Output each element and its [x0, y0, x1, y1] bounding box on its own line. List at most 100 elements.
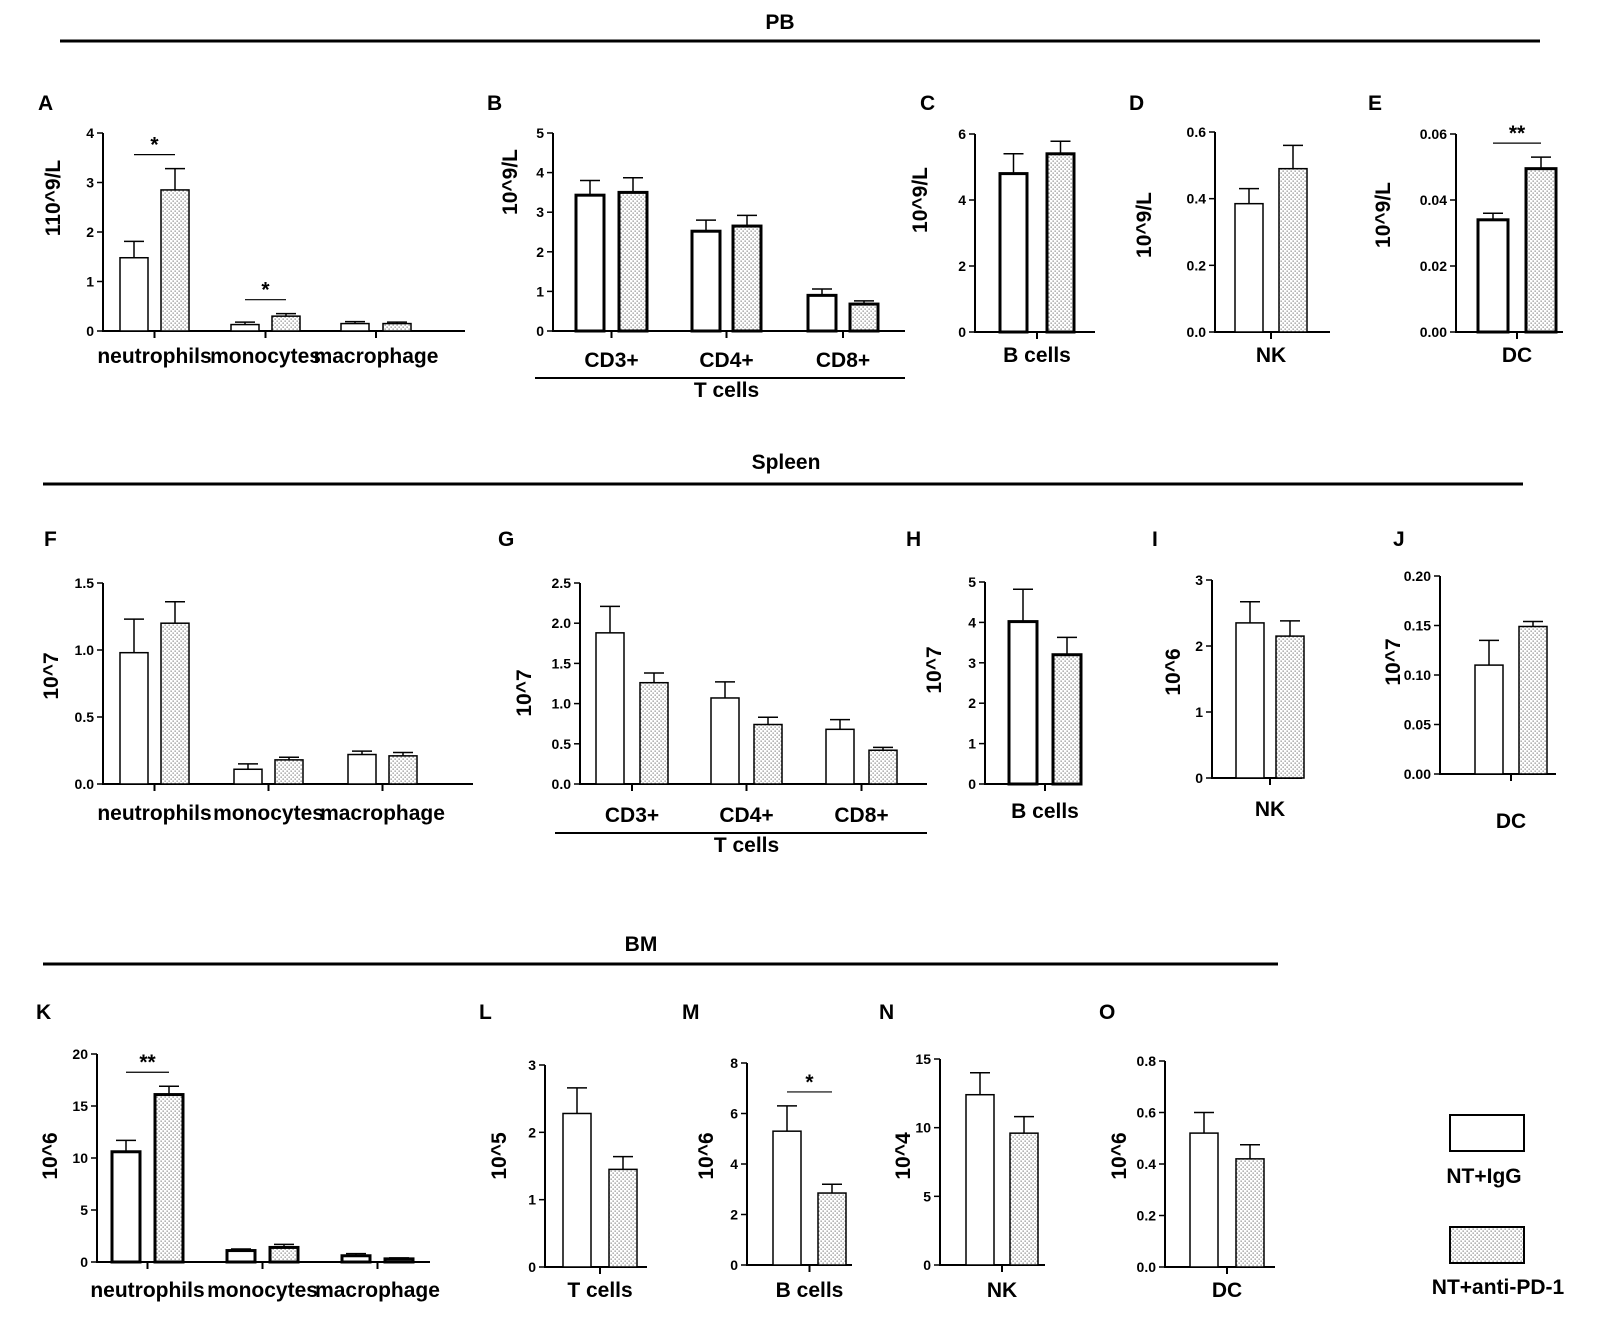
y-tick-label: 2 — [536, 244, 544, 260]
significance-marker: * — [261, 279, 270, 302]
y-tick-label: 0.0 — [1137, 1259, 1157, 1275]
y-tick-label: 0 — [86, 323, 94, 339]
y-tick-label: 0.00 — [1404, 766, 1431, 782]
bar-nt-anti-pd1 — [617, 190, 649, 333]
y-tick-label: 6 — [958, 126, 966, 142]
category-label: CD3+ — [605, 804, 659, 827]
panel-n: N 10^4 0 5 10 15 NK — [879, 1001, 1045, 1302]
legend: NT+IgG NT+anti-PD-1 — [1432, 1114, 1565, 1299]
bar-nt-igg — [225, 1249, 257, 1264]
y-axis-label: 10^4 — [892, 1132, 915, 1180]
panel-i: I 10^6 0 1 2 3 NK — [1152, 528, 1305, 821]
section-title-spleen: Spleen — [752, 451, 821, 474]
y-tick-label: 4 — [968, 614, 976, 630]
bar-nt-igg — [119, 651, 149, 785]
y-tick-label: 0 — [968, 776, 976, 792]
significance-marker: ** — [139, 1051, 156, 1074]
legend-swatch-igg — [1449, 1114, 1525, 1152]
y-tick-label: 15 — [915, 1051, 931, 1067]
y-tick-label: 6 — [730, 1106, 738, 1122]
y-tick-label: 0 — [958, 324, 966, 340]
group-label: T cells — [694, 379, 759, 402]
y-tick-label: 0 — [730, 1257, 738, 1273]
bar-nt-anti-pd1 — [160, 189, 190, 332]
y-axis-label: 10^6 — [39, 1132, 62, 1179]
bar-nt-anti-pd1 — [608, 1168, 638, 1268]
y-tick-label: 0.04 — [1420, 192, 1447, 208]
y-tick-label: 0 — [80, 1254, 88, 1270]
y-axis-label: 10^7 — [1382, 638, 1405, 685]
y-axis-label: 10^9/L — [1372, 182, 1395, 248]
panel-l: L 10^5 0 1 2 3 T cells — [479, 1001, 647, 1302]
y-tick-label: 1 — [1195, 704, 1203, 720]
y-tick-label: 2.5 — [552, 575, 572, 591]
bar-nt-anti-pd1 — [817, 1192, 847, 1266]
bar-nt-anti-pd1 — [1051, 653, 1083, 786]
y-tick-label: 0.2 — [1137, 1208, 1157, 1224]
category-label: CD4+ — [699, 349, 753, 372]
y-tick-label: 4 — [536, 165, 544, 181]
category-label: CD4+ — [719, 804, 773, 827]
panel-h: H 10^7 0 1 2 3 4 5 B cells — [906, 528, 1083, 823]
legend-label-anti-pd1: NT+anti-PD-1 — [1432, 1276, 1565, 1299]
panel-letter: E — [1368, 92, 1382, 115]
y-tick-label: 10 — [915, 1120, 931, 1136]
group-label: T cells — [714, 834, 779, 857]
y-tick-label: 1.0 — [552, 696, 572, 712]
y-tick-label: 0.6 — [1187, 124, 1207, 140]
bar-nt-anti-pd1 — [1524, 167, 1558, 334]
category-label: NK — [1256, 344, 1286, 367]
y-tick-label: 0.15 — [1404, 618, 1431, 634]
y-tick-label: 4 — [958, 192, 966, 208]
category-label: macrophage — [314, 345, 439, 368]
section-title-bm: BM — [625, 933, 658, 956]
bar-nt-igg — [772, 1130, 802, 1266]
y-tick-label: 4 — [730, 1156, 738, 1172]
bar-nt-anti-pd1 — [271, 315, 301, 332]
bar-nt-anti-pd1 — [1045, 152, 1076, 334]
y-tick-label: 2 — [730, 1207, 738, 1223]
y-tick-label: 1 — [86, 274, 94, 290]
bar-nt-anti-pd1 — [753, 723, 783, 785]
y-tick-label: 10 — [72, 1150, 88, 1166]
y-tick-label: 5 — [536, 125, 544, 141]
bar-nt-anti-pd1 — [1518, 625, 1548, 775]
y-tick-label: 0.06 — [1420, 126, 1447, 142]
legend-swatch-anti-pd1 — [1449, 1226, 1525, 1264]
y-axis-label: 10^7 — [40, 652, 63, 699]
y-axis-label: 10^7 — [513, 669, 536, 716]
bar-nt-anti-pd1 — [274, 759, 304, 785]
bar-nt-anti-pd1 — [268, 1245, 300, 1264]
y-tick-label: 3 — [86, 175, 94, 191]
y-tick-label: 1.5 — [75, 575, 95, 591]
panel-g: G 10^7 0.0 0.5 1.0 1.5 2.0 2.5 CD3+ CD4+ CD8+ T cel… — [498, 528, 927, 857]
y-tick-label: 2.0 — [552, 615, 572, 631]
bar-nt-anti-pd1 — [848, 302, 880, 333]
y-tick-label: 20 — [72, 1046, 88, 1062]
bar-nt-igg — [690, 229, 722, 333]
panel-letter: B — [487, 92, 502, 115]
bar-nt-igg — [710, 697, 740, 785]
y-axis-label: 110^9/L — [42, 160, 65, 237]
bar-nt-anti-pd1 — [388, 755, 418, 785]
y-axis-label: 10^9/L — [499, 149, 522, 215]
y-tick-label: 0 — [923, 1257, 931, 1273]
category-label: CD3+ — [584, 349, 638, 372]
y-tick-label: 1 — [536, 283, 544, 299]
bar-nt-anti-pd1 — [383, 1257, 415, 1264]
panel-letter: F — [44, 528, 57, 551]
category-label: neutrophils — [97, 802, 211, 825]
bar-nt-igg — [1476, 218, 1510, 334]
y-axis-label: 10^9/L — [909, 167, 932, 233]
significance-marker: * — [805, 1071, 814, 1094]
y-tick-label: 0.5 — [552, 736, 572, 752]
y-axis-label: 10^6 — [1162, 648, 1185, 695]
panel-letter: M — [682, 1001, 700, 1024]
bar-nt-igg — [110, 1150, 142, 1264]
bar-nt-igg — [825, 728, 855, 785]
panel-b: B 10^9/L 0 1 2 3 4 5 CD3+ CD4+ CD8+ T cells — [487, 92, 905, 402]
y-axis-label: 10^5 — [488, 1132, 511, 1180]
category-label: monocytes — [213, 802, 324, 825]
bar-nt-igg — [998, 172, 1029, 334]
